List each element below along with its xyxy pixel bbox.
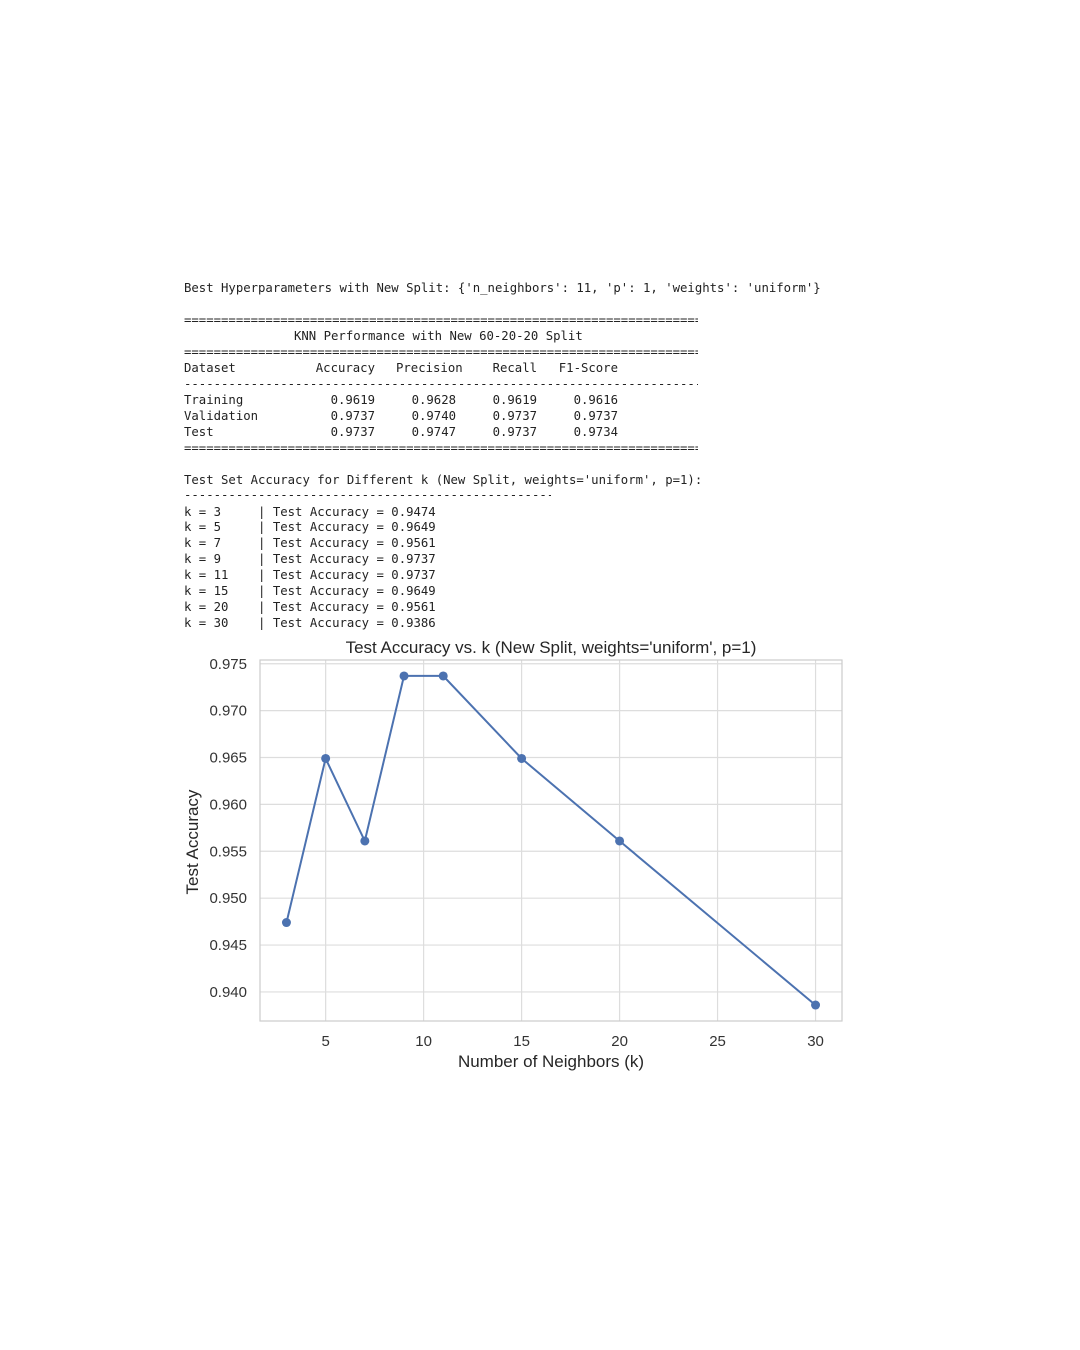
y-tick-label: 0.950 (209, 890, 247, 907)
row-f1: 0.9737 (573, 409, 618, 423)
y-tick-label: 0.970 (209, 703, 247, 720)
k-result-line: k = 9 | Test Accuracy = 0.9737 (184, 552, 436, 566)
y-tick-label: 0.975 (209, 656, 247, 673)
x-tick-label: 20 (611, 1033, 628, 1050)
y-axis-label: Test Accuracy (183, 789, 202, 894)
row-precision: 0.9740 (411, 409, 456, 423)
row-recall: 0.9619 (492, 393, 537, 407)
k-section-heading: Test Set Accuracy for Different k (New S… (184, 473, 703, 487)
data-point (360, 836, 370, 846)
table-rule-bottom: ========================================… (184, 441, 698, 455)
chart-title: Test Accuracy vs. k (New Split, weights=… (346, 638, 757, 657)
best-params-line: Best Hyperparameters with New Split: {'n… (184, 281, 821, 295)
table-rule-top: ========================================… (184, 313, 698, 327)
header-precision: Precision (396, 361, 463, 375)
table-rule-header-top: ========================================… (184, 345, 698, 359)
k-result-line: k = 7 | Test Accuracy = 0.9561 (184, 536, 436, 550)
k-result-line: k = 15 | Test Accuracy = 0.9649 (184, 584, 436, 598)
data-point (811, 1000, 821, 1010)
x-tick-label: 25 (709, 1033, 726, 1050)
data-point (615, 836, 625, 846)
row-precision: 0.9747 (411, 425, 456, 439)
k-result-line: k = 3 | Test Accuracy = 0.9474 (184, 505, 436, 519)
y-tick-label: 0.965 (209, 750, 247, 767)
row-recall: 0.9737 (492, 425, 537, 439)
data-point (281, 918, 291, 928)
y-tick-label: 0.960 (209, 796, 247, 813)
y-tick-label: 0.945 (209, 937, 247, 954)
table-title: KNN Performance with New 60-20-20 Split (294, 329, 583, 343)
row-accuracy: 0.9737 (330, 425, 375, 439)
y-axis-ticks: 0.940 0.945 0.950 0.955 0.960 0.965 0.970 0.975 (209, 656, 247, 1001)
x-tick-label: 15 (513, 1033, 530, 1050)
row-accuracy: 0.9737 (330, 409, 375, 423)
data-point (321, 753, 331, 763)
data-point (438, 671, 448, 681)
k-result-line: k = 11 | Test Accuracy = 0.9737 (184, 568, 436, 582)
row-recall: 0.9737 (492, 409, 537, 423)
x-tick-label: 5 (321, 1033, 329, 1050)
x-tick-label: 10 (415, 1033, 432, 1050)
series-test-accuracy (281, 671, 821, 1010)
y-tick-label: 0.955 (209, 843, 247, 860)
plot-frame (259, 659, 843, 1022)
data-point (517, 753, 527, 763)
header-dataset: Dataset (184, 361, 236, 375)
x-axis-ticks: 5 10 15 20 25 30 (321, 1033, 823, 1050)
row-dataset: Training (184, 393, 244, 407)
k-section-rule: ----------------------------------------… (184, 488, 551, 502)
y-tick-label: 0.940 (209, 984, 247, 1001)
k-result-line: k = 20 | Test Accuracy = 0.9561 (184, 600, 436, 614)
table-rule-header-bottom: ----------------------------------------… (184, 377, 698, 391)
row-f1: 0.9616 (573, 393, 618, 407)
header-recall: Recall (492, 361, 537, 375)
row-dataset: Validation (184, 409, 259, 423)
data-point (399, 671, 409, 681)
header-f1: F1-Score (558, 361, 618, 375)
k-result-line: k = 5 | Test Accuracy = 0.9649 (184, 520, 436, 534)
row-f1: 0.9734 (573, 425, 618, 439)
row-precision: 0.9628 (411, 393, 456, 407)
row-accuracy: 0.9619 (330, 393, 375, 407)
x-axis-label: Number of Neighbors (k) (458, 1052, 644, 1071)
k-result-line: k = 30 | Test Accuracy = 0.9386 (184, 616, 436, 630)
series-line (285, 674, 817, 1006)
x-tick-label: 30 (807, 1033, 824, 1050)
row-dataset: Test (184, 425, 214, 439)
chart-grid (260, 660, 842, 1021)
header-accuracy: Accuracy (315, 361, 375, 375)
